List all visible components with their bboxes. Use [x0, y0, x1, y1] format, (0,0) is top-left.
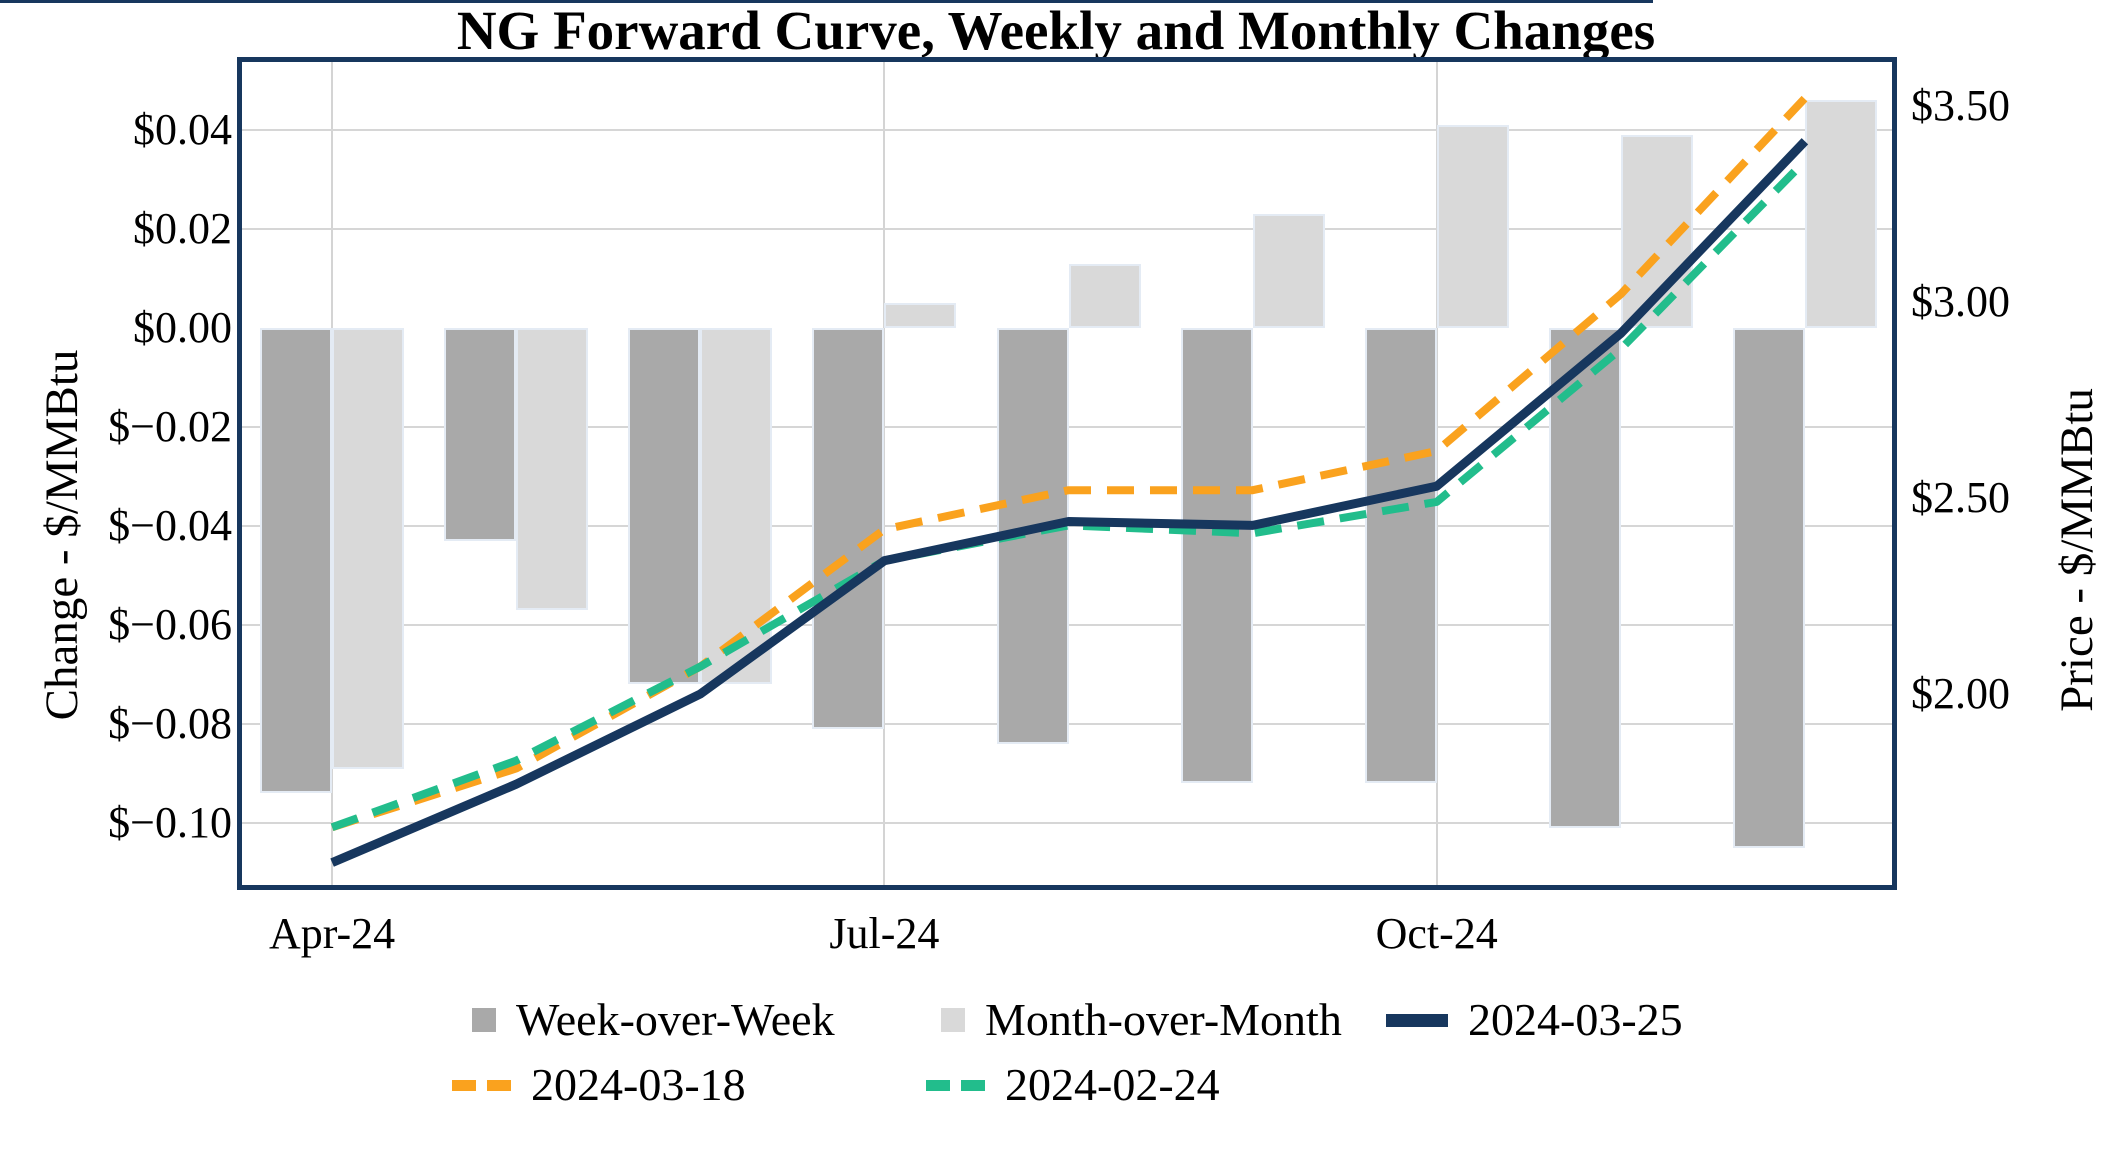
legend-label: 2024-03-25: [1468, 994, 1683, 1045]
bar-week-over-week: [260, 328, 333, 794]
right-tick-label: $2.50: [1911, 473, 2010, 522]
y-gridline: [242, 228, 1895, 230]
line-2024-03-25: [330, 138, 1809, 867]
y-gridline: [242, 822, 1895, 824]
chart-title: NG Forward Curve, Weekly and Monthly Cha…: [456, 0, 1656, 61]
x-gridline: [883, 62, 886, 888]
legend-item-week-over-week: Week-over-Week: [472, 996, 835, 1044]
left-tick-label: $0.00: [133, 303, 232, 352]
x-tick-label: Jul-24: [829, 909, 940, 958]
line-series-layer: [330, 95, 1809, 867]
y-gridline: [242, 426, 1895, 428]
line-2024-03-18: [330, 95, 1808, 832]
left-tick-label: $−0.02: [108, 402, 232, 451]
bar-week-over-week: [1364, 328, 1437, 784]
left-tick-label: $0.04: [133, 105, 232, 154]
legend-swatch-line-dashed: [926, 1079, 985, 1091]
bar-week-over-week: [1180, 328, 1253, 784]
bar-month-over-month: [1804, 100, 1877, 328]
legend-swatch-line-dashed: [452, 1079, 511, 1091]
y-gridline: [242, 624, 1895, 626]
legend-label: 2024-03-18: [531, 1059, 746, 1110]
legend-item-2024-03-18: 2024-03-18: [452, 1061, 746, 1109]
bar-month-over-month: [332, 328, 405, 769]
left-tick-label: $−0.06: [108, 600, 232, 649]
y-gridline: [242, 129, 1895, 131]
legend-item-2024-02-24: 2024-02-24: [926, 1061, 1220, 1109]
bar-week-over-week: [1548, 328, 1621, 828]
plot-area: [0, 0, 1895, 888]
x-tick-label: Apr-24: [268, 909, 396, 958]
bar-month-over-month: [884, 303, 957, 328]
bar-week-over-week: [628, 328, 701, 685]
x-gridline: [1435, 62, 1438, 888]
right-tick-label: $3.50: [1911, 81, 2010, 130]
right-axis-title: Price - $/MMBtu: [2051, 388, 2103, 712]
zero-line: [0, 0, 1653, 3]
bar-month-over-month: [516, 328, 589, 611]
left-tick-label: $0.02: [133, 204, 232, 253]
legend-swatch-line-solid: [1386, 1013, 1448, 1027]
legend-item-month-over-month: Month-over-Month: [941, 996, 1342, 1044]
legend-swatch-bar: [941, 1008, 965, 1032]
legend-swatch-bar: [472, 1008, 496, 1032]
bar-week-over-week: [812, 328, 885, 729]
legend-label: 2024-02-24: [1005, 1059, 1220, 1110]
y-gridline: [242, 723, 1895, 725]
bar-month-over-month: [1068, 263, 1141, 328]
right-tick-label: $3.00: [1911, 277, 2010, 326]
legend-label: Week-over-Week: [516, 994, 835, 1045]
bar-week-over-week: [1732, 328, 1805, 848]
bar-month-over-month: [1252, 214, 1325, 328]
x-tick-label: Oct-24: [1375, 909, 1498, 958]
left-tick-label: $−0.08: [108, 699, 232, 748]
bar-week-over-week: [444, 328, 517, 541]
bar-month-over-month: [1436, 125, 1509, 328]
left-tick-label: $−0.04: [108, 501, 232, 550]
right-tick-label: $2.00: [1911, 669, 2010, 718]
legend-label: Month-over-Month: [985, 994, 1342, 1045]
left-tick-label: $−0.10: [108, 798, 232, 847]
line-2024-02-24: [330, 158, 1808, 832]
legend-item-2024-03-25: 2024-03-25: [1386, 996, 1683, 1044]
